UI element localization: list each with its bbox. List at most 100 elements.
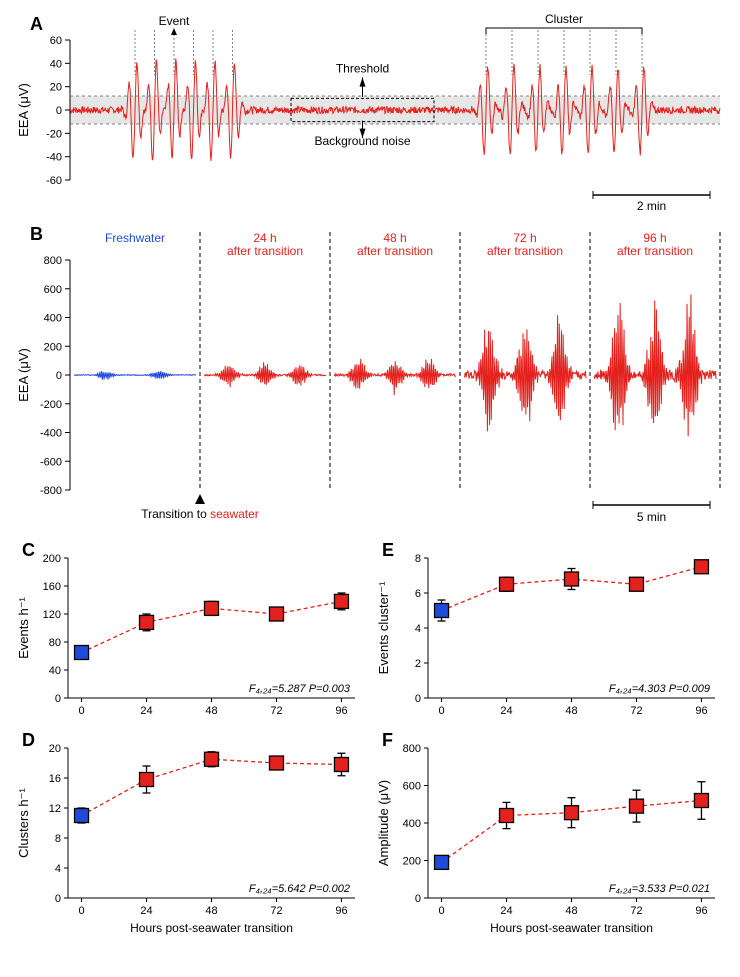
svg-text:800: 800 (44, 255, 62, 267)
svg-text:F₄,₂₄=5.287 P=0.003: F₄,₂₄=5.287 P=0.003 (249, 683, 351, 695)
svg-text:Hours post-seawater transition: Hours post-seawater transition (130, 921, 293, 935)
svg-text:F₄,₂₄=5.642 P=0.002: F₄,₂₄=5.642 P=0.002 (249, 883, 350, 895)
svg-text:6: 6 (415, 588, 421, 600)
svg-text:Cluster: Cluster (545, 12, 583, 26)
svg-text:160: 160 (43, 581, 61, 593)
svg-text:96: 96 (335, 905, 347, 917)
svg-text:24: 24 (500, 905, 512, 917)
svg-text:F₄,₂₄=3.533 P=0.021: F₄,₂₄=3.533 P=0.021 (609, 883, 710, 895)
svg-text:48 h: 48 h (383, 231, 406, 245)
svg-text:24 h: 24 h (253, 231, 276, 245)
svg-text:0: 0 (415, 893, 421, 905)
svg-text:2: 2 (415, 658, 421, 670)
svg-text:E: E (382, 540, 394, 560)
svg-text:60: 60 (50, 35, 62, 47)
svg-text:48: 48 (565, 905, 577, 917)
svg-text:8: 8 (415, 553, 421, 565)
svg-text:200: 200 (43, 553, 61, 565)
svg-text:0: 0 (438, 905, 444, 917)
svg-text:48: 48 (565, 705, 577, 717)
svg-text:EEA (μV): EEA (μV) (16, 348, 31, 402)
svg-text:200: 200 (403, 856, 421, 868)
svg-text:2 min: 2 min (637, 199, 666, 210)
svg-text:72: 72 (270, 905, 282, 917)
svg-text:after transition: after transition (227, 244, 303, 258)
svg-text:200: 200 (44, 341, 62, 353)
svg-text:-800: -800 (40, 485, 62, 497)
svg-text:0: 0 (438, 705, 444, 717)
panel-c: C 0 40 80 120 160 200 Events h⁻¹ 0 24 48 72 96 F₄,₂₄=… (10, 540, 370, 720)
svg-text:-40: -40 (46, 152, 62, 164)
svg-text:-20: -20 (46, 128, 62, 140)
svg-text:48: 48 (205, 705, 217, 717)
svg-text:120: 120 (43, 609, 61, 621)
svg-text:0: 0 (56, 105, 62, 117)
svg-text:20: 20 (49, 743, 61, 755)
svg-text:0: 0 (55, 893, 61, 905)
svg-text:C: C (22, 540, 35, 560)
svg-text:0: 0 (55, 693, 61, 705)
svg-text:600: 600 (403, 781, 421, 793)
svg-text:96: 96 (695, 905, 707, 917)
panel-f: F0200400600800Amplitude (μV)024487296Hou… (370, 730, 730, 940)
svg-text:96: 96 (695, 705, 707, 717)
svg-text:D: D (22, 730, 35, 750)
svg-text:-200: -200 (40, 399, 62, 411)
panel-d-svg: D048121620Clusters h⁻¹024487296Hours pos… (10, 730, 370, 940)
panel-e: E02468Events cluster⁻¹024487296F₄,₂₄=4.3… (370, 540, 730, 720)
svg-text:Threshold: Threshold (336, 62, 389, 76)
svg-text:72 h: 72 h (513, 231, 536, 245)
svg-text:Events cluster⁻¹: Events cluster⁻¹ (376, 581, 391, 675)
svg-text:72: 72 (630, 905, 642, 917)
svg-text:A: A (30, 14, 43, 34)
panel-c-svg: C 0 40 80 120 160 200 Events h⁻¹ 0 24 48 72 96 F₄,₂₄=… (10, 540, 370, 720)
svg-text:4: 4 (55, 863, 61, 875)
svg-text:96 h: 96 h (643, 231, 666, 245)
svg-text:72: 72 (270, 705, 282, 717)
figure-root: A-60-40-200204060EEA (μV)EventClusterThr… (10, 10, 730, 950)
svg-text:40: 40 (49, 665, 61, 677)
svg-text:5 min: 5 min (637, 510, 666, 524)
svg-text:12: 12 (49, 803, 61, 815)
panel-b-svg: B-800-600-400-2000200400600800EEA (μV)Fr… (10, 220, 730, 530)
svg-text:4: 4 (415, 623, 421, 635)
svg-text:8: 8 (55, 833, 61, 845)
svg-text:20: 20 (50, 82, 62, 94)
panel-a-svg: A-60-40-200204060EEA (μV)EventClusterThr… (10, 10, 730, 210)
svg-text:Transition to seawater: Transition to seawater (141, 507, 259, 521)
svg-text:after transition: after transition (617, 244, 693, 258)
panels-cdef-grid: C04080120160200Events h⁻¹024487296F₄,₂₄=… (10, 540, 730, 950)
svg-text:0: 0 (78, 905, 84, 917)
svg-text:after transition: after transition (357, 244, 433, 258)
panel-d: D048121620Clusters h⁻¹024487296Hours pos… (10, 730, 370, 940)
svg-text:24: 24 (140, 705, 152, 717)
svg-text:48: 48 (205, 905, 217, 917)
svg-text:16: 16 (49, 773, 61, 785)
svg-text:800: 800 (403, 743, 421, 755)
svg-text:-400: -400 (40, 428, 62, 440)
svg-text:24: 24 (500, 705, 512, 717)
svg-text:EEA (μV): EEA (μV) (16, 83, 31, 137)
svg-text:400: 400 (44, 313, 62, 325)
svg-text:Events h⁻¹: Events h⁻¹ (16, 596, 31, 658)
svg-text:B: B (30, 224, 43, 244)
svg-text:24: 24 (140, 905, 152, 917)
svg-text:F: F (382, 730, 393, 750)
svg-text:0: 0 (78, 705, 84, 717)
panel-e-svg: E02468Events cluster⁻¹024487296F₄,₂₄=4.3… (370, 540, 730, 720)
svg-text:Event: Event (159, 14, 190, 28)
panel-a: A-60-40-200204060EEA (μV)EventClusterThr… (10, 10, 730, 210)
svg-text:0: 0 (415, 693, 421, 705)
panel-b: B-800-600-400-2000200400600800EEA (μV)Fr… (10, 220, 730, 530)
svg-text:-60: -60 (46, 175, 62, 187)
svg-text:80: 80 (49, 637, 61, 649)
svg-text:Freshwater: Freshwater (105, 231, 165, 245)
svg-text:F₄,₂₄=4.303 P=0.009: F₄,₂₄=4.303 P=0.009 (609, 683, 710, 695)
svg-text:0: 0 (56, 370, 62, 382)
svg-text:96: 96 (335, 705, 347, 717)
svg-text:Clusters h⁻¹: Clusters h⁻¹ (16, 787, 31, 857)
svg-text:Amplitude (μV): Amplitude (μV) (376, 780, 391, 866)
svg-text:after transition: after transition (487, 244, 563, 258)
svg-text:600: 600 (44, 284, 62, 296)
svg-text:72: 72 (630, 705, 642, 717)
